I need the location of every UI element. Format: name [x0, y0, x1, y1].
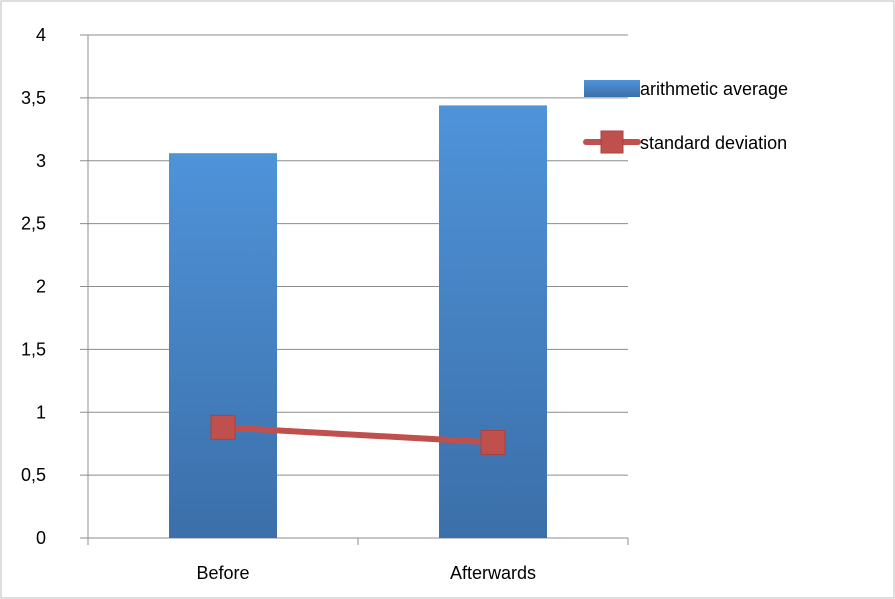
y-tick-label: 1 — [36, 402, 46, 422]
x-tick-label: Before — [196, 563, 249, 583]
y-tick-label: 3 — [36, 151, 46, 171]
legend-marker-swatch — [600, 130, 624, 154]
std-dev-marker-afterwards — [480, 429, 506, 455]
legend-label-std-dev: standard deviation — [640, 133, 787, 153]
std-dev-line — [220, 424, 496, 446]
y-tick-label: 2 — [36, 277, 46, 297]
legend: arithmetic average standard deviation — [583, 79, 788, 154]
y-tick-label: 0 — [36, 528, 46, 548]
line-series — [210, 414, 506, 455]
y-tick-label: 0,5 — [21, 465, 46, 485]
y-tick-label: 2,5 — [21, 214, 46, 234]
tick-labels: 0 0,5 1 1,5 2 2,5 3 3,5 4 Before Afterwards — [21, 25, 536, 583]
bar-series — [169, 105, 547, 539]
y-tick-label: 4 — [36, 25, 46, 45]
legend-label-average: arithmetic average — [640, 79, 788, 99]
bar-afterwards — [439, 105, 547, 539]
legend-bar-swatch — [584, 80, 640, 97]
std-dev-marker-before — [210, 414, 236, 440]
axes — [87, 35, 629, 545]
y-tick-label: 3,5 — [21, 88, 46, 108]
bar-before — [169, 153, 277, 538]
x-tick-label: Afterwards — [450, 563, 536, 583]
y-tick-label: 1,5 — [21, 339, 46, 359]
